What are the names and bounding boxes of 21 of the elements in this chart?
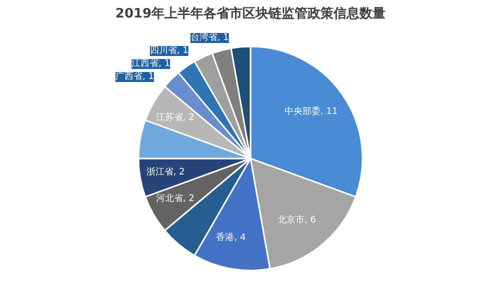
- data-label: , 2: [173, 168, 185, 178]
- slice-label: 江苏省: [156, 112, 183, 124]
- data-label: , 1: [176, 46, 188, 56]
- data-label: , 2: [182, 113, 194, 124]
- slice-label: 浙江省: [146, 166, 174, 178]
- data-label: , 1: [142, 72, 154, 82]
- data-label: , 4: [234, 232, 246, 243]
- slice-label: 中央部委: [284, 106, 321, 118]
- data-label: , 11: [320, 107, 338, 118]
- slice-label: 四川省: [150, 45, 177, 56]
- data-label: , 6: [304, 215, 316, 226]
- slice-label: 香港: [216, 232, 234, 243]
- data-label: , 2: [182, 194, 194, 204]
- slice-label: 北京市: [278, 214, 305, 226]
- slice-label: 河北省: [156, 192, 183, 204]
- slice-label: 江西省: [132, 58, 159, 69]
- slice-label: 广西省: [115, 71, 142, 82]
- slice-label: 台湾省: [190, 32, 218, 43]
- data-label: , 1: [158, 59, 170, 69]
- chart-title: 2019年上半年各省市区块链监管政策信息数量: [115, 6, 386, 22]
- data-label: , 1: [217, 33, 229, 43]
